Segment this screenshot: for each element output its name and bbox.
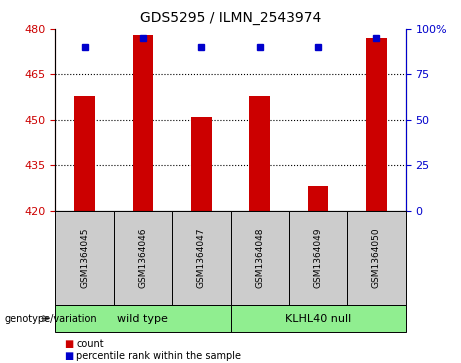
Text: ■: ■ [65,351,74,362]
Text: GSM1364046: GSM1364046 [138,228,148,288]
Text: ■: ■ [65,339,74,349]
Text: GSM1364049: GSM1364049 [313,228,323,288]
Text: GSM1364048: GSM1364048 [255,228,264,288]
Title: GDS5295 / ILMN_2543974: GDS5295 / ILMN_2543974 [140,11,321,25]
Bar [308,186,328,211]
Text: KLHL40 null: KLHL40 null [285,314,351,323]
Bar [366,38,387,211]
Bar [249,95,270,211]
Text: wild type: wild type [118,314,168,323]
Bar [191,117,212,211]
Text: count: count [76,339,104,349]
Text: percentile rank within the sample: percentile rank within the sample [76,351,241,362]
Bar [74,95,95,211]
Text: GSM1364045: GSM1364045 [80,228,89,288]
Text: genotype/variation: genotype/variation [5,314,97,323]
Text: GSM1364047: GSM1364047 [197,228,206,288]
Bar [133,35,153,211]
Text: GSM1364050: GSM1364050 [372,227,381,288]
